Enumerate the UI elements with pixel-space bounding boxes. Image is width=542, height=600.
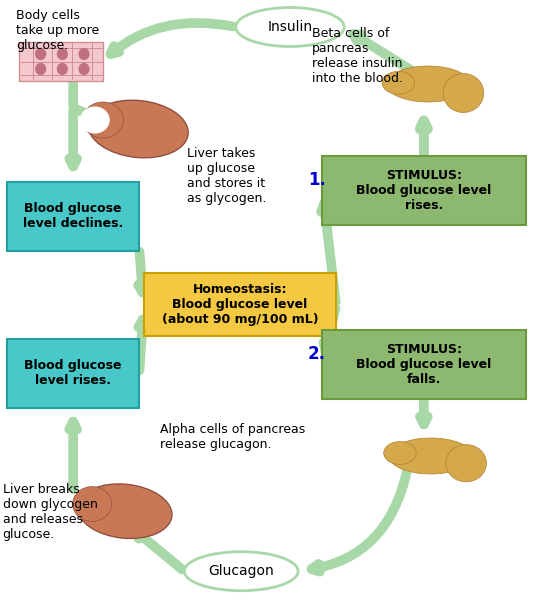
Ellipse shape	[386, 66, 470, 102]
Text: STIMULUS:
Blood glucose level
rises.: STIMULUS: Blood glucose level rises.	[357, 169, 492, 212]
Ellipse shape	[88, 100, 188, 158]
Ellipse shape	[384, 442, 416, 464]
Ellipse shape	[446, 445, 487, 482]
Circle shape	[57, 49, 67, 59]
Circle shape	[36, 49, 46, 59]
Text: Beta cells of
pancreas
release insulin
into the blood.: Beta cells of pancreas release insulin i…	[312, 27, 403, 85]
Text: 1.: 1.	[308, 171, 326, 189]
Circle shape	[79, 49, 89, 59]
FancyBboxPatch shape	[7, 339, 139, 408]
Ellipse shape	[82, 102, 124, 138]
FancyBboxPatch shape	[144, 273, 336, 336]
FancyBboxPatch shape	[322, 156, 526, 225]
Ellipse shape	[236, 7, 344, 46]
Text: Liver breaks
down glycogen
and releases
glucose.: Liver breaks down glycogen and releases …	[3, 483, 98, 541]
FancyBboxPatch shape	[19, 42, 103, 81]
Circle shape	[79, 64, 89, 74]
Text: STIMULUS:
Blood glucose level
falls.: STIMULUS: Blood glucose level falls.	[357, 343, 492, 386]
Text: Glucagon: Glucagon	[208, 564, 274, 578]
Circle shape	[57, 64, 67, 74]
Text: Alpha cells of pancreas
release glucagon.: Alpha cells of pancreas release glucagon…	[160, 423, 305, 451]
Text: Blood glucose
level rises.: Blood glucose level rises.	[24, 359, 121, 388]
Circle shape	[36, 64, 46, 74]
Text: 2.: 2.	[308, 345, 326, 363]
Text: Insulin: Insulin	[267, 20, 313, 34]
Ellipse shape	[73, 487, 112, 521]
Ellipse shape	[80, 107, 109, 133]
Ellipse shape	[389, 438, 473, 474]
Ellipse shape	[443, 73, 483, 113]
FancyBboxPatch shape	[7, 182, 139, 251]
Text: Liver takes
up glucose
and stores it
as glycogen.: Liver takes up glucose and stores it as …	[187, 147, 266, 205]
Text: Body cells
take up more
glucose.: Body cells take up more glucose.	[16, 9, 100, 52]
Text: Homeostasis:
Blood glucose level
(about 90 mg/100 mL): Homeostasis: Blood glucose level (about …	[162, 283, 318, 326]
Ellipse shape	[382, 71, 415, 94]
Ellipse shape	[78, 484, 172, 538]
Text: Blood glucose
level declines.: Blood glucose level declines.	[23, 202, 123, 230]
FancyBboxPatch shape	[322, 330, 526, 399]
Ellipse shape	[184, 552, 298, 590]
